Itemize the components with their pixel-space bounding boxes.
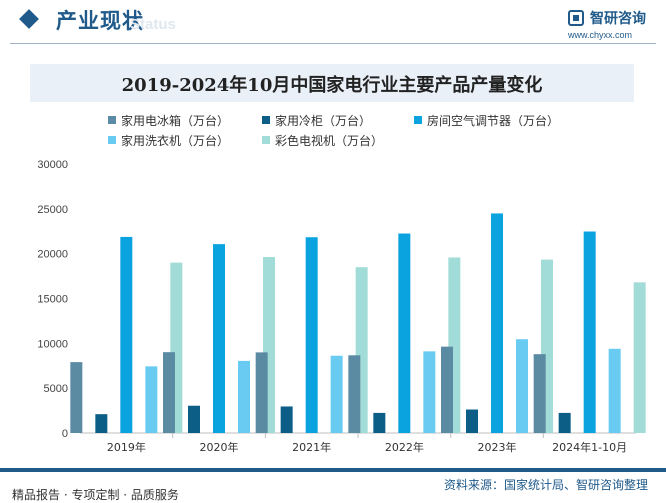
- bar: [188, 405, 200, 433]
- bar: [373, 412, 386, 433]
- y-tick-label: 30000: [37, 159, 68, 171]
- page-footer: 资料来源：国家统计局、智研咨询整理 精品报告 · 专项定制 · 品质服务: [0, 468, 666, 503]
- legend-item: 家用电冰箱（万台）: [108, 112, 229, 129]
- legend-swatch: [414, 116, 422, 124]
- legend-label: 家用洗衣机（万台）: [121, 134, 230, 148]
- bar: [70, 362, 83, 433]
- bar: [95, 414, 108, 433]
- x-tick-label: 2020年: [200, 440, 239, 454]
- bar: [120, 236, 133, 433]
- bar: [491, 213, 503, 433]
- bar: [441, 346, 453, 433]
- x-tick-label: 2019年: [107, 440, 146, 454]
- y-tick-label: 20000: [37, 249, 68, 261]
- section-title: 产业现状: [56, 9, 144, 33]
- bar: [423, 351, 436, 433]
- legend-swatch: [262, 116, 270, 124]
- chart-title-band: 2019-2024年10月中国家电行业主要产品产量变化: [30, 64, 634, 102]
- bar: [145, 366, 158, 433]
- x-tick-label: 2022年: [385, 440, 424, 454]
- legend-swatch: [108, 136, 116, 144]
- bar: [348, 355, 361, 433]
- bar: [633, 282, 646, 433]
- legend-label: 房间空气调节器（万台）: [427, 114, 560, 128]
- bar: [466, 409, 478, 433]
- bar: [280, 406, 293, 433]
- legend-item: 房间空气调节器（万台）: [414, 112, 559, 129]
- legend-item: 彩色电视机（万台）: [262, 132, 383, 149]
- legend-swatch: [108, 116, 116, 124]
- bar: [558, 412, 571, 433]
- legend-label: 家用冷柜（万台）: [275, 114, 372, 128]
- bar: [583, 231, 596, 433]
- bar: [330, 355, 343, 433]
- legend-item: 家用洗衣机（万台）: [108, 132, 229, 149]
- footer-divider: [0, 468, 666, 472]
- y-tick-label: 10000: [37, 338, 68, 350]
- section-subtitle-watermark: Status: [130, 16, 176, 33]
- bar: [163, 352, 175, 433]
- bar-chart: 0 5000 10000 15000 20000 25000 30000 2019年 2020年…: [37, 159, 646, 454]
- bar: [608, 348, 621, 433]
- bar: [213, 244, 225, 433]
- y-tick-label: 0: [62, 428, 68, 440]
- legend-item: 家用冷柜（万台）: [262, 112, 371, 129]
- bar: [398, 233, 411, 433]
- legend-swatch: [262, 136, 270, 144]
- page-header: 产业现状 Status: [0, 0, 666, 46]
- logo-icon: [568, 10, 584, 26]
- legend-label: 家用电冰箱（万台）: [121, 114, 230, 128]
- bar: [305, 237, 318, 433]
- data-source: 资料来源：国家统计局、智研咨询整理: [443, 478, 648, 492]
- bar: [238, 360, 250, 433]
- logo-url: www.chyxx.com: [568, 30, 633, 40]
- legend-label: 彩色电视机（万台）: [275, 134, 384, 148]
- footer-slogan: 精品报告 · 专项定制 · 品质服务: [12, 488, 179, 502]
- x-tick-label: 2023年: [478, 440, 517, 454]
- bar: [516, 339, 528, 433]
- bar: [255, 352, 268, 433]
- y-tick-label: 15000: [37, 294, 68, 306]
- header-divider: [10, 43, 656, 44]
- bar: [533, 354, 546, 433]
- logo-name: 智研咨询: [590, 11, 646, 27]
- y-tick-label: 5000: [44, 383, 68, 395]
- x-tick-label: 2021年: [292, 440, 331, 454]
- x-tick-label: 2024年1-10月: [552, 440, 627, 454]
- y-tick-label: 25000: [37, 204, 68, 216]
- chart-title: 2019-2024年10月中国家电行业主要产品产量变化: [121, 75, 543, 96]
